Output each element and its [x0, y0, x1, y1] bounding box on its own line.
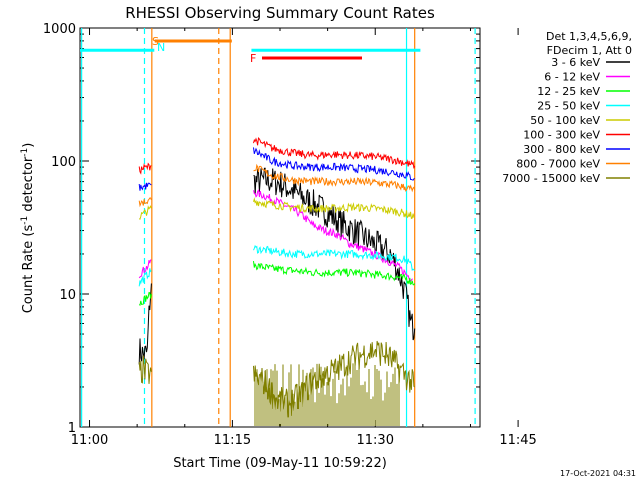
- series-line: [138, 283, 152, 365]
- series-line: [253, 147, 415, 181]
- x-tick-label: 11:15: [214, 433, 251, 448]
- legend-entry-label: 800 - 7000 keV: [516, 158, 600, 171]
- y-label-part: ): [21, 143, 36, 148]
- legend-entry-label: 6 - 12 keV: [544, 71, 600, 84]
- series-line: [253, 163, 416, 193]
- series-line: [253, 244, 416, 271]
- chart-title: RHESSI Observing Summary Count Rates: [125, 4, 435, 22]
- y-axis-label: Count Rate (s-1 detector-1): [20, 143, 36, 314]
- legend-entry-label: 300 - 800 keV: [523, 143, 600, 156]
- y-tick-label: 1000: [43, 22, 76, 37]
- series-3-6keV: [138, 167, 416, 365]
- y-label-part: Count Rate (s: [21, 225, 36, 314]
- saa-flag-label: S: [152, 35, 159, 48]
- flare-flag-label: F: [250, 52, 256, 65]
- legend: Det 1,3,4,5,6,9,FDecim 1, Att 03 - 6 keV…: [502, 30, 632, 185]
- y-tick-label: 10: [59, 288, 76, 303]
- series-line: [138, 205, 152, 220]
- timestamp: 17-Oct-2021 04:31: [560, 469, 636, 478]
- series-12-25keV: [138, 261, 416, 306]
- series-line: [253, 197, 415, 220]
- y-tick-label: 100: [51, 155, 76, 170]
- series-line: [253, 261, 416, 286]
- x-tick-label: 11:30: [357, 433, 394, 448]
- series-300-800keV: [138, 147, 415, 191]
- series-6-12keV: [138, 188, 413, 282]
- x-tick-label: 11:00: [71, 433, 108, 448]
- series-line: [138, 355, 152, 384]
- series-line: [138, 268, 152, 287]
- series-line: [138, 259, 152, 279]
- night-flag-label: N: [157, 41, 165, 54]
- series-line: [138, 197, 152, 208]
- legend-header: Det 1,3,4,5,6,9,: [546, 30, 632, 43]
- legend-entry-label: 7000 - 15000 keV: [502, 172, 600, 185]
- series-800-7000keV: [138, 163, 416, 208]
- series-25-50keV: [138, 244, 416, 287]
- series-line: [253, 137, 416, 169]
- series-line: [253, 188, 413, 282]
- y-tick-label: 1: [68, 421, 76, 436]
- legend-entry-label: 100 - 300 keV: [523, 129, 600, 142]
- plot-area: SN F: [79, 27, 519, 428]
- x-axis-label: Start Time (09-May-11 10:59:22): [173, 456, 387, 471]
- legend-header: FDecim 1, Att 0: [547, 44, 632, 57]
- x-tick-label: 11:45: [499, 433, 536, 448]
- series-line: [138, 291, 152, 306]
- series-line: [253, 167, 416, 341]
- series-line: [138, 182, 152, 191]
- series-100-300keV: [138, 137, 416, 175]
- series-line: [138, 162, 152, 175]
- y-label-part: detector: [21, 156, 36, 216]
- y-label-superscript: -1: [20, 216, 30, 225]
- legend-entry-label: 50 - 100 keV: [530, 114, 600, 127]
- legend-entry-label: 3 - 6 keV: [551, 56, 600, 69]
- legend-entry-label: 12 - 25 keV: [537, 85, 600, 98]
- y-label-superscript: -1: [20, 148, 30, 157]
- series-50-100keV: [138, 197, 415, 220]
- legend-entry-label: 25 - 50 keV: [537, 100, 600, 113]
